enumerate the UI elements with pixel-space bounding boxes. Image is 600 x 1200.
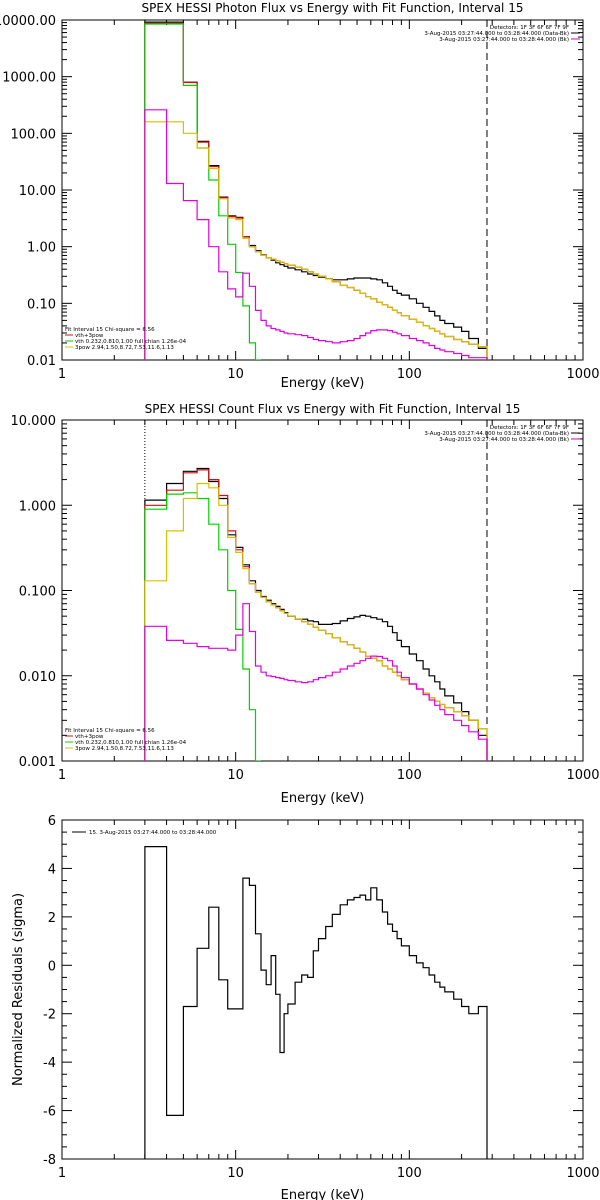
chart-title: SPEX HESSI Count Flux vs Energy with Fit…	[145, 402, 521, 416]
x-tick-label: 10	[227, 367, 244, 382]
plot-frame	[61, 419, 584, 762]
x-tick-label: 100	[397, 367, 422, 382]
y-tick-label: 4	[48, 862, 56, 877]
series-bk	[144, 603, 488, 761]
x-axis-label: Energy (keV)	[281, 376, 365, 391]
y-tick-label: 0.01	[27, 354, 56, 369]
annotation-text: 3-Aug-2015 03:27:44.000 to 03:28:44.000 …	[424, 431, 569, 437]
annotation-text: 3-Aug-2015 03:27:44.000 to 03:28:44.000 …	[439, 37, 569, 43]
fit-legend-text: vth 0.232,0.810,1.00 full chian 1.26e-04	[75, 740, 187, 746]
chart-title: SPEX HESSI Photon Flux vs Energy with Fi…	[142, 1, 524, 15]
x-tick-label: 1000	[566, 1166, 599, 1181]
series-bk	[144, 109, 488, 360]
x-tick-label: 1	[58, 367, 66, 382]
chart-panel-2: SPEX HESSI Count Flux vs Energy with Fit…	[11, 402, 600, 806]
annotation-text: 3-Aug-2015 03:27:44.000 to 03:28:44.000 …	[424, 31, 569, 37]
y-tick-label: 0.010	[19, 670, 56, 685]
series-group	[144, 467, 488, 761]
x-tick-label: 100	[397, 1166, 422, 1181]
series-data-bk	[144, 21, 488, 360]
y-tick-label: 0.10	[27, 297, 56, 312]
y-tick-label: 0	[48, 959, 56, 974]
y-tick-label: 10.00	[19, 184, 56, 199]
fit-legend-text: vth+3pow	[75, 734, 104, 740]
chart-panel-1: SPEX HESSI Photon Flux vs Energy with Fi…	[0, 1, 600, 391]
y-tick-label: 1.000	[19, 499, 56, 514]
series-data-bk	[144, 467, 488, 761]
y-tick-label: 2	[48, 911, 56, 926]
y-tick-label: -8	[43, 1153, 56, 1168]
fit-legend-text: vth 0.232,0.810,1.00 full chian 1.26e-04	[75, 339, 187, 345]
series-3pow	[144, 121, 488, 360]
x-tick-label: 10	[227, 1166, 244, 1181]
series-vth+3pow	[144, 22, 488, 360]
y-tick-label: 0.100	[19, 585, 56, 600]
y-tick-label: 10.000	[11, 414, 57, 429]
x-tick-label: 10	[227, 768, 244, 783]
plot-frame	[61, 819, 584, 1160]
series-residuals	[144, 846, 488, 1159]
x-axis-label: Energy (keV)	[281, 1188, 365, 1200]
annotation-text: 3-Aug-2015 03:27:44.000 to 03:28:44.000 …	[439, 437, 569, 443]
x-tick-label: 1	[58, 768, 66, 783]
y-tick-label: -2	[43, 1008, 56, 1023]
fit-legend-text: 3pow 2.94,1.50,8.72,7.53,11.6,1.13	[75, 746, 174, 752]
fit-legend-text: Fit Interval 15 Chi-square = 6.56	[65, 728, 155, 734]
legend-text: 15. 3-Aug-2015 03:27:44.000 to 03:28:44.…	[89, 830, 217, 836]
series-group	[144, 846, 488, 1159]
series-vth+3pow	[144, 469, 488, 761]
fit-legend-text: vth+3pow	[75, 333, 104, 339]
series-vth	[144, 492, 261, 761]
x-tick-label: 1	[58, 1166, 66, 1181]
annotation-text: Detectors: 1F 3F 6F 6F 7F 9F	[490, 25, 569, 31]
x-tick-label: 1000	[566, 367, 599, 382]
x-tick-label: 100	[397, 768, 422, 783]
y-tick-label: 1000.00	[2, 71, 56, 86]
y-tick-label: 0.001	[19, 755, 56, 770]
fit-legend-text: 3pow 2.94,1.50,8.72,7.53,11.6,1.13	[75, 345, 174, 351]
y-tick-label: 10000.00	[0, 14, 56, 29]
y-tick-label: 100.00	[11, 127, 57, 142]
y-tick-label: 1.00	[27, 241, 56, 256]
fit-legend-text: Fit Interval 15 Chi-square = 6.56	[65, 327, 155, 333]
x-axis-label: Energy (keV)	[281, 791, 365, 806]
series-vth	[144, 23, 261, 360]
series-group	[144, 21, 488, 360]
plot-frame	[61, 19, 584, 361]
y-tick-label: -6	[43, 1105, 56, 1120]
annotation-text: Detectors: 1F 3F 6F 6F 7F 9F	[490, 425, 569, 431]
y-tick-label: 6	[48, 814, 56, 829]
y-axis-label: Normalized Residuals (sigma)	[11, 893, 26, 1086]
chart-panel-3: 1 10 100 1000 -8 -6 -4 -2 0 2 4 6 Energy (keV) Normal…	[11, 814, 600, 1200]
x-tick-label: 1000	[566, 768, 599, 783]
y-tick-label: -4	[43, 1056, 56, 1071]
